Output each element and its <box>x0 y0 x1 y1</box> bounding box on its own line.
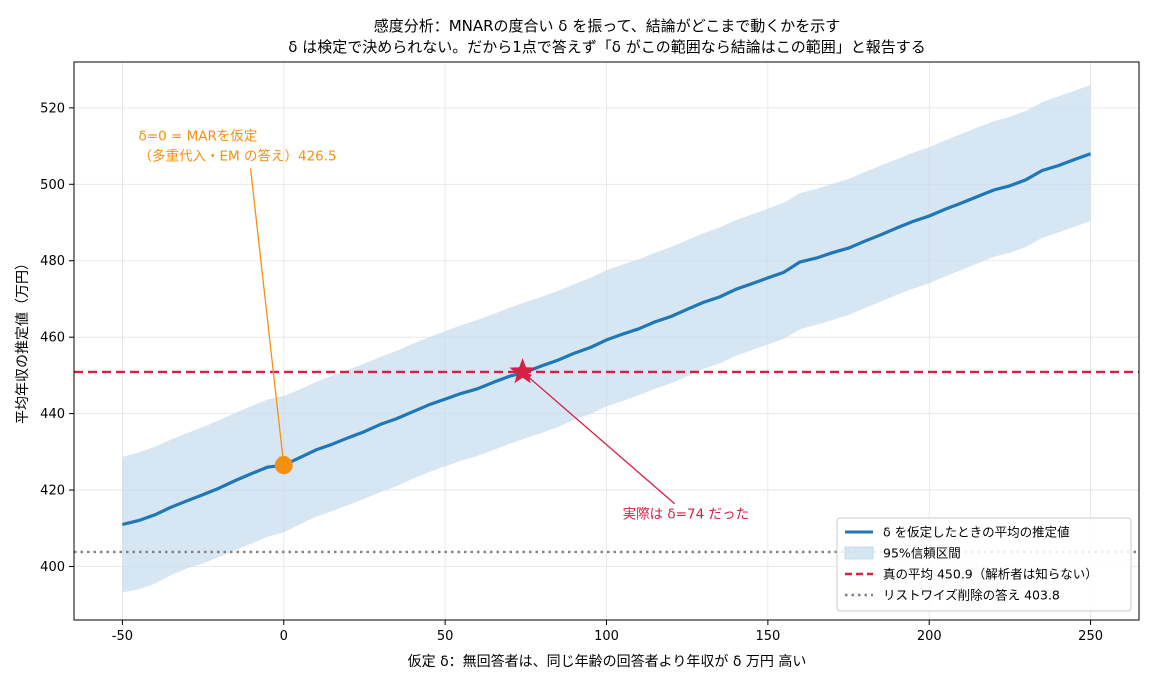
annotation-layer: δ=0 = MARを仮定 （多重代入・EM の答え）426.5 実際は δ=74 だ… <box>139 128 749 522</box>
x-tick-label: 200 <box>917 629 942 644</box>
legend-swatch <box>844 546 874 560</box>
legend-label: リストワイズ削除の答え 403.8 <box>883 588 1060 603</box>
mar-annotation-arrow <box>249 168 285 466</box>
legend-label: δ を仮定したときの平均の推定値 <box>883 525 1070 540</box>
x-tick-label: 250 <box>1078 629 1103 644</box>
marker-layer <box>274 358 536 475</box>
y-tick-label: 460 <box>40 331 65 346</box>
legend-label: 真の平均 450.9（解析者は知らない） <box>883 567 1098 582</box>
y-tick-label: 440 <box>40 407 65 422</box>
y-tick-label: 480 <box>40 254 65 269</box>
mar-annotation-text: （多重代入・EM の答え）426.5 <box>139 147 337 164</box>
truth-annotation-text: 実際は δ=74 だった <box>623 507 749 523</box>
true-delta-star-marker <box>509 358 536 384</box>
y-tick-label: 420 <box>40 484 65 499</box>
x-axis-ticks: -50 0 50 100 150 200 250 <box>112 620 1103 644</box>
x-tick-label: 100 <box>594 629 619 644</box>
y-tick-label: 500 <box>40 178 65 193</box>
mar-annotation-text: δ=0 = MARを仮定 <box>139 128 258 144</box>
mar-point-marker <box>274 456 293 475</box>
chart-title: 感度分析：MNARの度合い δ を振って、結論がどこまで動くかを示す <box>374 17 841 35</box>
legend-box <box>836 517 1132 612</box>
y-tick-label: 400 <box>40 560 65 575</box>
x-tick-label: -50 <box>112 629 133 644</box>
y-axis-ticks: 400 420 440 460 480 500 520 <box>40 101 74 575</box>
x-tick-label: 150 <box>755 629 780 644</box>
chart-subtitle: δ は検定で決められない。だから1点で答えず「δ がこの範囲なら結論はこの範囲」… <box>288 38 925 56</box>
y-axis-label: 平均年収の推定値（万円） <box>15 256 31 424</box>
x-tick-label: 0 <box>280 629 288 644</box>
legend-label: 95%信頼区間 <box>883 546 961 561</box>
x-tick-label: 50 <box>437 629 454 644</box>
x-axis-label: 仮定 δ：無回答者は、同じ年齢の回答者より年収が δ 万円 高い <box>408 653 807 670</box>
reference-lines-layer <box>74 370 1139 554</box>
truth-annotation-arrow <box>522 371 676 505</box>
y-tick-label: 520 <box>40 101 65 116</box>
